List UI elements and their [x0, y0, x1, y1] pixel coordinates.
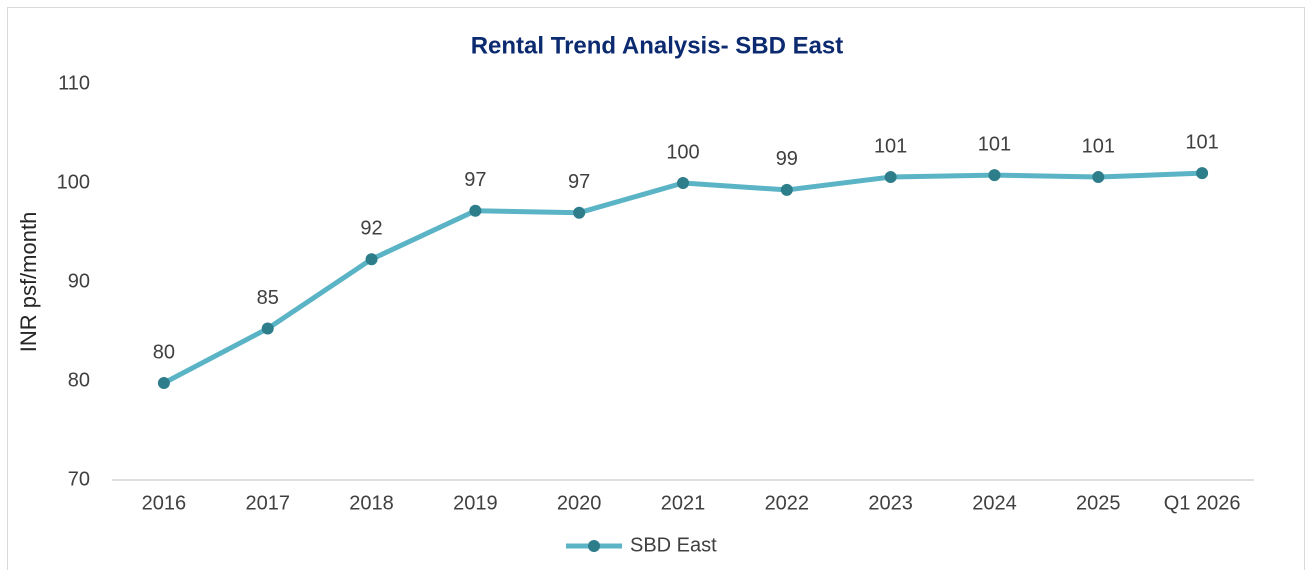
- data-label: 100: [666, 141, 699, 163]
- legend-marker: [588, 540, 600, 552]
- data-label: 80: [153, 341, 175, 363]
- data-point: [261, 322, 274, 335]
- y-axis-label: INR psf/month: [16, 212, 41, 353]
- x-tick-label: 2024: [972, 492, 1017, 514]
- data-label: 101: [978, 133, 1011, 155]
- y-tick-label: 100: [57, 171, 90, 193]
- data-point: [884, 171, 897, 184]
- data-label: 92: [360, 218, 382, 240]
- data-label: 101: [1082, 135, 1115, 157]
- x-tick-label: 2018: [349, 492, 394, 514]
- data-label: 85: [257, 287, 279, 309]
- data-label: 97: [464, 169, 486, 191]
- data-point: [1092, 171, 1105, 184]
- x-tick-label: 2021: [661, 492, 706, 514]
- data-point: [157, 376, 170, 389]
- chart-title: Rental Trend Analysis- SBD East: [471, 32, 844, 59]
- data-label: 97: [568, 171, 590, 193]
- y-tick-label: 90: [68, 270, 90, 292]
- data-label: 101: [874, 135, 907, 157]
- x-tick-label: 2025: [1076, 492, 1121, 514]
- legend-label: SBD East: [630, 534, 717, 556]
- y-tick-label: 80: [68, 369, 90, 391]
- data-point: [365, 253, 378, 266]
- y-tick-label: 110: [58, 72, 90, 94]
- x-tick-label: 2023: [868, 492, 913, 514]
- data-point: [780, 183, 793, 196]
- chart-border: [7, 7, 1305, 570]
- data-point: [988, 169, 1001, 182]
- x-tick-label: 2019: [453, 492, 498, 514]
- data-point: [469, 204, 482, 217]
- data-point: [677, 177, 689, 189]
- data-label: 99: [776, 148, 798, 170]
- x-tick-label: 2017: [245, 492, 290, 514]
- x-tick-label: 2022: [765, 492, 810, 514]
- series-line: [162, 170, 1203, 386]
- data-point: [1196, 167, 1209, 180]
- data-label: 101: [1185, 131, 1218, 153]
- x-tick-label: 2016: [142, 492, 187, 514]
- data-point: [573, 206, 586, 219]
- x-tick-label: Q1 2026: [1164, 492, 1241, 514]
- y-tick-label: 70: [68, 468, 90, 490]
- x-tick-label: 2020: [557, 492, 602, 514]
